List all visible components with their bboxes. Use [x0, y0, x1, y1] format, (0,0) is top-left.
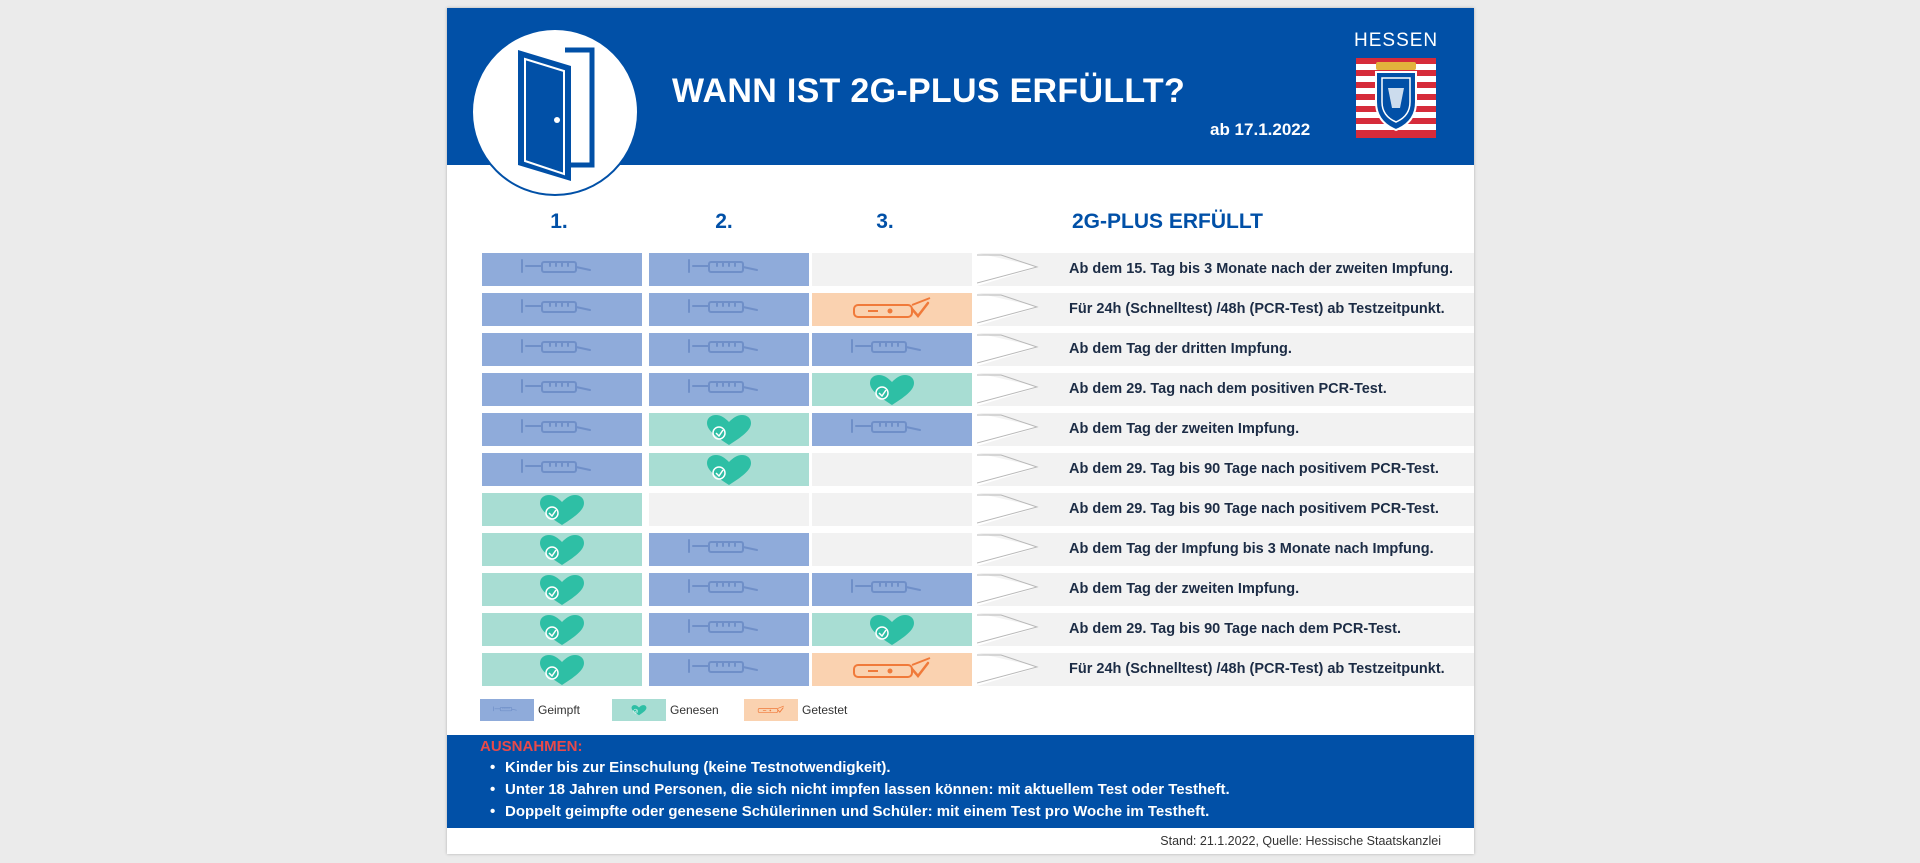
status-cell-geimpft: [649, 573, 809, 606]
status-cell-genesen: [482, 613, 642, 646]
status-cell-geimpft: [649, 253, 809, 286]
status-cell-genesen: [482, 533, 642, 566]
status-cell-getestet: [812, 653, 972, 686]
result-row: Ab dem 29. Tag bis 90 Tage nach positive…: [977, 453, 1474, 486]
exception-item: Doppelt geimpfte oder genesene Schülerin…: [490, 803, 1209, 820]
door-icon: [471, 28, 639, 196]
arrow-shape-icon: [977, 293, 1039, 326]
status-cell-leer: [649, 493, 809, 526]
result-text: Ab dem Tag der Impfung bis 3 Monate nach…: [1069, 541, 1434, 557]
syringe-icon: [480, 699, 534, 721]
exception-item: Kinder bis zur Einschulung (keine Testno…: [490, 759, 891, 776]
result-row: Ab dem 29. Tag bis 90 Tage nach positive…: [977, 493, 1474, 526]
exceptions-panel: AUSNAHMEN: Kinder bis zur Einschulung (k…: [447, 735, 1474, 828]
result-text: Ab dem 29. Tag bis 90 Tage nach dem PCR-…: [1069, 621, 1401, 637]
result-text: Ab dem Tag der dritten Impfung.: [1069, 341, 1292, 357]
status-cell-geimpft: [482, 253, 642, 286]
status-cell-getestet: [812, 293, 972, 326]
exceptions-title: AUSNAHMEN:: [480, 738, 583, 755]
result-row: Für 24h (Schnelltest) /48h (PCR-Test) ab…: [977, 653, 1474, 686]
arrow-shape-icon: [977, 333, 1039, 366]
status-cell-geimpft: [812, 573, 972, 606]
status-cell-geimpft: [482, 333, 642, 366]
status-cell-geimpft: [649, 653, 809, 686]
result-text: Ab dem 29. Tag bis 90 Tage nach positive…: [1069, 461, 1439, 477]
result-text: Ab dem Tag der zweiten Impfung.: [1069, 581, 1300, 597]
arrow-shape-icon: [977, 453, 1039, 486]
column-header-1: 1.: [550, 210, 568, 233]
result-row: Ab dem 15. Tag bis 3 Monate nach der zwe…: [977, 253, 1474, 286]
result-text: Ab dem Tag der zweiten Impfung.: [1069, 421, 1300, 437]
valid-from-date: ab 17.1.2022: [1210, 120, 1311, 139]
result-row: Ab dem Tag der Impfung bis 3 Monate nach…: [977, 533, 1474, 566]
arrow-shape-icon: [977, 533, 1039, 566]
status-cell-genesen: [649, 413, 809, 446]
arrow-shape-icon: [977, 613, 1039, 646]
status-cell-geimpft: [649, 293, 809, 326]
column-header-2: 2.: [715, 210, 733, 233]
status-cell-leer: [812, 493, 972, 526]
result-text: Ab dem 29. Tag nach dem positiven PCR-Te…: [1069, 381, 1387, 397]
status-cell-leer: [812, 453, 972, 486]
result-column-header: 2G-PLUS ERFÜLLT: [1072, 210, 1263, 233]
status-cell-genesen: [482, 653, 642, 686]
result-row: Ab dem Tag der zweiten Impfung.: [977, 573, 1474, 606]
result-text: Ab dem 29. Tag bis 90 Tage nach positive…: [1069, 501, 1439, 517]
status-cell-geimpft: [812, 413, 972, 446]
status-cell-leer: [812, 533, 972, 566]
source-note: Stand: 21.1.2022, Quelle: Hessische Staa…: [1160, 834, 1441, 848]
status-cell-genesen: [812, 613, 972, 646]
test-kit-icon: [744, 699, 798, 721]
state-name: HESSEN: [1354, 30, 1439, 51]
arrow-shape-icon: [977, 373, 1039, 406]
legend-label-getestet: Getestet: [802, 703, 848, 717]
infographic-card: WANN IST 2G-PLUS ERFÜLLT? ab 17.1.2022 H…: [447, 8, 1474, 854]
arrow-shape-icon: [977, 573, 1039, 606]
coat-of-arms-icon: [1356, 58, 1436, 138]
result-text: Für 24h (Schnelltest) /48h (PCR-Test) ab…: [1069, 301, 1445, 317]
column-header-3: 3.: [876, 210, 894, 233]
status-cell-geimpft: [482, 293, 642, 326]
arrow-shape-icon: [977, 253, 1039, 286]
page-title: WANN IST 2G-PLUS ERFÜLLT?: [672, 72, 1186, 110]
result-text: Für 24h (Schnelltest) /48h (PCR-Test) ab…: [1069, 661, 1445, 677]
exception-item: Unter 18 Jahren und Personen, die sich n…: [490, 781, 1230, 798]
status-cell-geimpft: [649, 373, 809, 406]
status-cell-geimpft: [812, 333, 972, 366]
result-row: Ab dem Tag der dritten Impfung.: [977, 333, 1474, 366]
status-cell-geimpft: [482, 373, 642, 406]
status-cell-genesen: [649, 453, 809, 486]
status-cell-genesen: [812, 373, 972, 406]
result-row: Ab dem 29. Tag bis 90 Tage nach dem PCR-…: [977, 613, 1474, 646]
status-cell-geimpft: [649, 613, 809, 646]
heart-icon: [612, 699, 666, 721]
status-cell-geimpft: [649, 333, 809, 366]
legend-label-genesen: Genesen: [670, 703, 719, 717]
status-cell-geimpft: [649, 533, 809, 566]
status-cell-geimpft: [482, 413, 642, 446]
status-cell-geimpft: [482, 453, 642, 486]
header-banner: WANN IST 2G-PLUS ERFÜLLT? ab 17.1.2022 H…: [447, 8, 1474, 196]
legend-label-geimpft: Geimpft: [538, 703, 581, 717]
arrow-shape-icon: [977, 493, 1039, 526]
status-cell-leer: [812, 253, 972, 286]
status-cell-genesen: [482, 493, 642, 526]
result-text: Ab dem 15. Tag bis 3 Monate nach der zwe…: [1069, 261, 1454, 277]
arrow-shape-icon: [977, 653, 1039, 686]
result-row: Für 24h (Schnelltest) /48h (PCR-Test) ab…: [977, 293, 1474, 326]
result-row: Ab dem Tag der zweiten Impfung.: [977, 413, 1474, 446]
result-row: Ab dem 29. Tag nach dem positiven PCR-Te…: [977, 373, 1474, 406]
arrow-shape-icon: [977, 413, 1039, 446]
status-cell-genesen: [482, 573, 642, 606]
